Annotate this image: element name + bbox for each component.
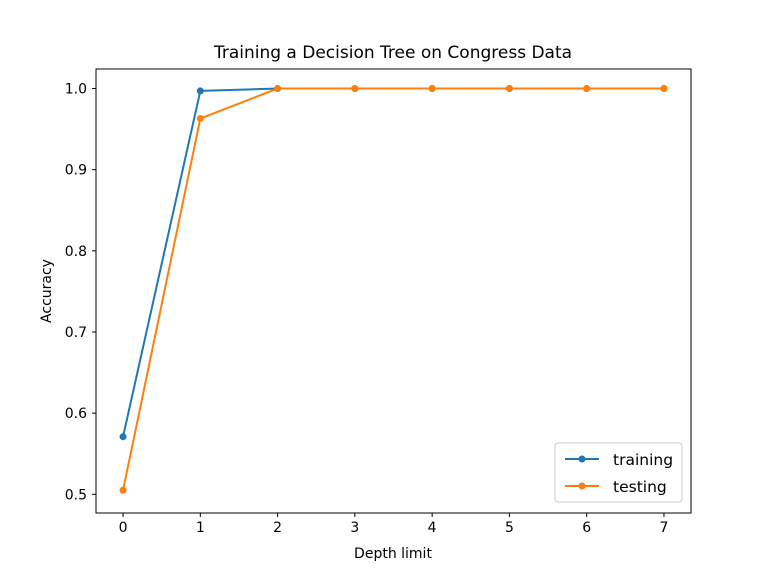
- series-testing-point-6: [583, 84, 591, 92]
- chart-title: Training a Decision Tree on Congress Dat…: [213, 43, 572, 63]
- series-training-point-0: [119, 433, 127, 441]
- x-tick-label: 7: [659, 520, 668, 536]
- y-tick-label: 1.0: [65, 81, 87, 97]
- x-tick-label: 4: [428, 520, 437, 536]
- y-tick-label: 0.8: [65, 244, 87, 260]
- series-testing-point-7: [660, 84, 668, 92]
- legend-testing-label: testing: [613, 478, 667, 496]
- x-tick-label: 2: [273, 520, 282, 536]
- series-testing-point-2: [274, 84, 282, 92]
- y-tick-label: 0.5: [65, 487, 87, 503]
- legend-testing-marker: [578, 482, 586, 490]
- series-testing-line: [122, 87, 665, 492]
- series-layer: [119, 84, 668, 494]
- x-axis: 0 1 2 3 4 5 6 7: [119, 513, 668, 536]
- legend: training testing: [554, 442, 683, 503]
- legend-training-label: training: [613, 451, 673, 469]
- y-axis-label: Accuracy: [39, 259, 55, 323]
- series-testing-point-0: [119, 486, 127, 494]
- y-axis: 0.5 0.6 0.7 0.8 0.9 1.0: [65, 81, 96, 503]
- y-tick-label: 0.9: [65, 163, 87, 179]
- y-tick-label: 0.7: [65, 325, 87, 341]
- x-tick-label: 3: [350, 520, 359, 536]
- series-training-point-1: [196, 87, 204, 95]
- x-tick-label: 5: [505, 520, 514, 536]
- legend-training-marker: [578, 455, 586, 463]
- series-testing-point-1: [196, 115, 204, 123]
- plot-area-frame: [95, 68, 692, 514]
- x-tick-label: 0: [119, 520, 128, 536]
- series-testing-point-5: [505, 84, 513, 92]
- x-tick-label: 6: [582, 520, 591, 536]
- legend-box: [554, 442, 683, 503]
- series-testing-point-4: [428, 84, 436, 92]
- x-axis-label: Depth limit: [354, 546, 432, 562]
- series-training-line: [122, 87, 665, 438]
- y-tick-label: 0.6: [65, 406, 87, 422]
- series-testing-point-3: [351, 84, 359, 92]
- x-tick-label: 1: [196, 520, 205, 536]
